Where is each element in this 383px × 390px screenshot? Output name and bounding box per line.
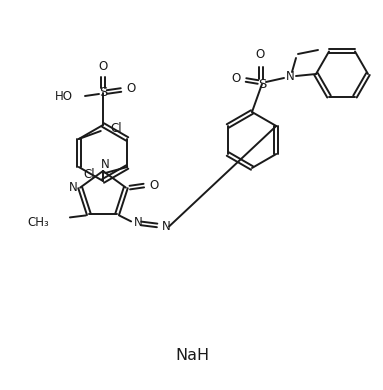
Text: N: N [134,216,142,229]
Text: NaH: NaH [175,347,209,362]
Text: S: S [99,87,107,99]
Text: O: O [149,179,159,192]
Text: N: N [286,69,295,83]
Text: O: O [98,60,108,73]
Text: S: S [258,78,266,90]
Text: N: N [101,158,110,172]
Text: Cl: Cl [83,168,95,181]
Text: O: O [231,71,241,85]
Text: CH₃: CH₃ [27,216,49,229]
Text: N: N [69,181,77,194]
Text: O: O [126,83,136,96]
Text: HO: HO [55,90,73,103]
Text: N: N [162,220,170,233]
Text: Cl: Cl [111,122,123,135]
Text: O: O [255,48,265,62]
